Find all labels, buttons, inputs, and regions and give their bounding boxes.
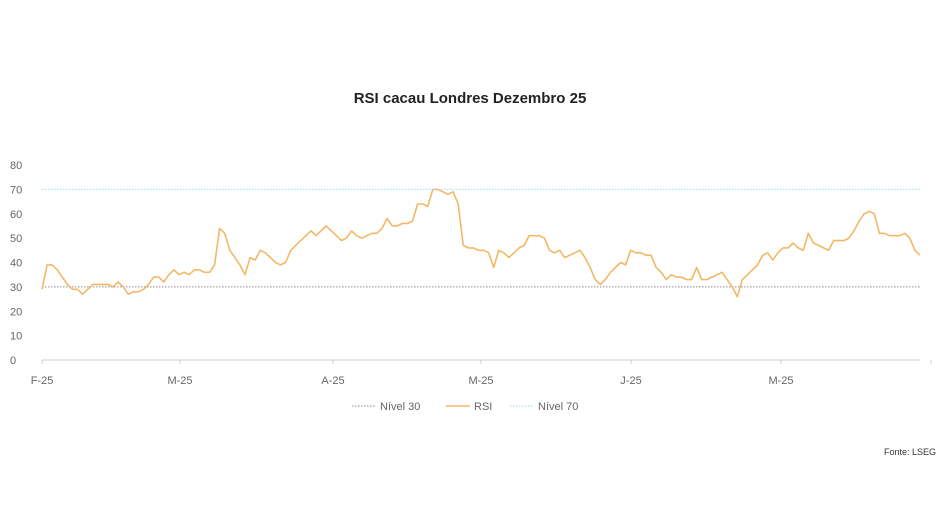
y-tick-label: 10 <box>10 331 22 343</box>
rsi-series-line <box>41 188 921 298</box>
x-tick-label: M-25 <box>768 375 793 387</box>
x-tick-label: M-25 <box>167 375 192 387</box>
y-tick-label: 70 <box>10 184 22 196</box>
x-axis-ticks: F-25 M-25 A-25 M-25 J-25 M-25 <box>31 360 932 387</box>
chart-title: RSI cacau Londres Dezembro 25 <box>353 90 587 107</box>
legend-label: Nível 70 <box>538 401 578 413</box>
x-tick-label: M-25 <box>468 375 493 387</box>
y-tick-label: 60 <box>10 209 22 221</box>
legend: Nível 30 RSI Nível 70 <box>352 401 578 413</box>
x-tick-label: F-25 <box>31 375 54 387</box>
legend-label: Nível 30 <box>380 401 420 413</box>
y-tick-label: 20 <box>10 306 22 318</box>
source-note: Fonte: LSEG <box>883 447 936 457</box>
y-tick-label: 30 <box>10 282 22 294</box>
legend-label: RSI <box>474 401 492 413</box>
x-tick-label: J-25 <box>620 375 641 387</box>
y-axis-ticks: 0 10 20 30 40 50 60 70 80 <box>10 160 22 367</box>
x-tick-label: A-25 <box>321 375 344 387</box>
y-tick-label: 80 <box>10 160 22 172</box>
series-group <box>41 188 921 298</box>
y-tick-label: 40 <box>10 258 22 270</box>
y-tick-label: 0 <box>10 355 16 367</box>
y-tick-label: 50 <box>10 233 22 245</box>
